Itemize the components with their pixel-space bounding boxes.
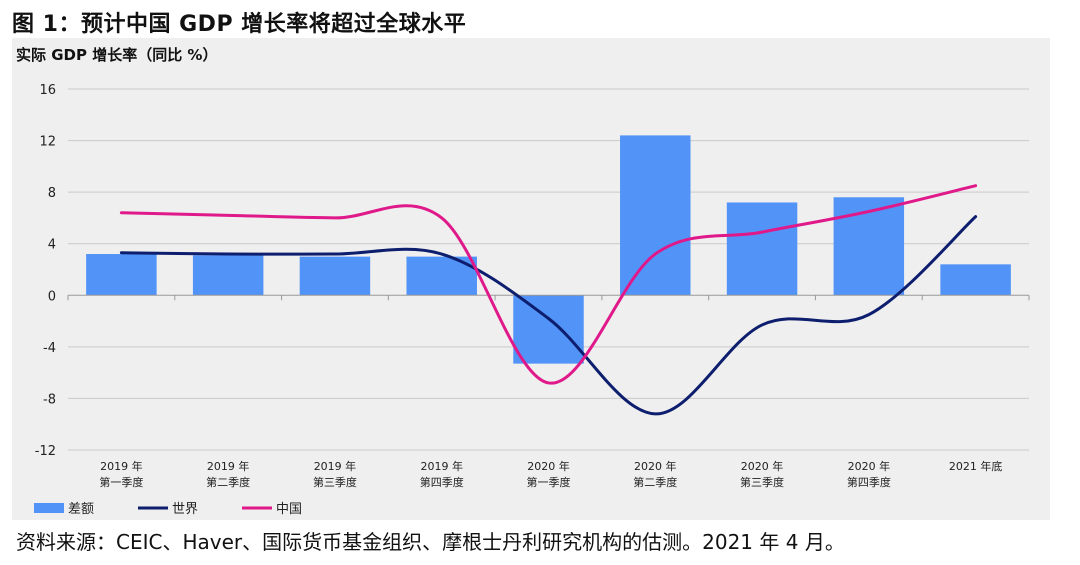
y-tick-label: 16 bbox=[39, 83, 56, 98]
y-tick-labels: 16 12 8 4 0 -4 -8 -12 bbox=[35, 83, 56, 459]
y-tick-label: 4 bbox=[48, 238, 56, 253]
chart-subtitle: 实际 GDP 增长率（同比 %） bbox=[16, 46, 218, 64]
x-tick-label: 第一季度 bbox=[527, 475, 571, 489]
bar bbox=[833, 197, 905, 296]
x-tick-label: 2020 年 bbox=[634, 459, 677, 473]
chart-panel: 实际 GDP 增长率（同比 %） 16 12 8 4 0 -4 -8 -12 2019 年第一… bbox=[12, 38, 1050, 520]
bar bbox=[620, 135, 691, 296]
bar bbox=[192, 255, 264, 296]
bar bbox=[86, 254, 157, 296]
y-tick-label: -8 bbox=[43, 392, 56, 407]
x-tick-label: 2019 年 bbox=[207, 459, 250, 473]
x-tick-label: 第二季度 bbox=[633, 475, 677, 489]
y-tick-label: -4 bbox=[43, 341, 56, 356]
y-tick-label: 8 bbox=[48, 186, 56, 201]
x-tick-label: 第二季度 bbox=[206, 475, 250, 489]
x-tick-label: 第四季度 bbox=[420, 475, 464, 489]
legend-label: 差额 bbox=[68, 502, 94, 517]
x-tick-label: 2020 年 bbox=[741, 459, 784, 473]
figure-title: 图 1：预计中国 GDP 增长率将超过全球水平 bbox=[12, 12, 467, 37]
zero-axis bbox=[67, 294, 1030, 301]
series-line-china bbox=[119, 184, 978, 385]
x-tick-label: 2021 年底 bbox=[949, 459, 1003, 473]
y-tick-label: 12 bbox=[39, 135, 56, 150]
x-tick-label: 2020 年 bbox=[848, 459, 891, 473]
series-line-world bbox=[119, 215, 978, 416]
x-tick-label: 2019 年 bbox=[314, 459, 357, 473]
x-tick-label: 2019 年 bbox=[420, 459, 463, 473]
bar-series-gap bbox=[86, 135, 1011, 364]
line-series bbox=[119, 184, 978, 416]
x-tick-label: 第三季度 bbox=[740, 475, 784, 489]
bar bbox=[940, 264, 1011, 296]
x-tick-label: 第四季度 bbox=[847, 475, 891, 489]
x-tick-label: 第三季度 bbox=[313, 475, 357, 489]
bar bbox=[513, 295, 584, 364]
x-tick-label: 2019 年 bbox=[100, 459, 143, 473]
bar bbox=[726, 202, 798, 296]
legend-label: 中国 bbox=[276, 502, 302, 517]
x-tick-label: 第一季度 bbox=[99, 475, 143, 489]
legend-label: 世界 bbox=[172, 502, 198, 517]
y-tick-label: -12 bbox=[35, 444, 56, 459]
source-note: 资料来源：CEIC、Haver、国际货币基金组织、摩根士丹利研究机构的估测。20… bbox=[16, 530, 845, 554]
bar bbox=[299, 256, 371, 296]
legend: 差额 世界 中国 bbox=[34, 502, 302, 517]
legend-swatch-bar bbox=[34, 503, 64, 513]
x-tick-label: 2020 年 bbox=[527, 459, 570, 473]
y-tick-label: 0 bbox=[48, 289, 56, 304]
